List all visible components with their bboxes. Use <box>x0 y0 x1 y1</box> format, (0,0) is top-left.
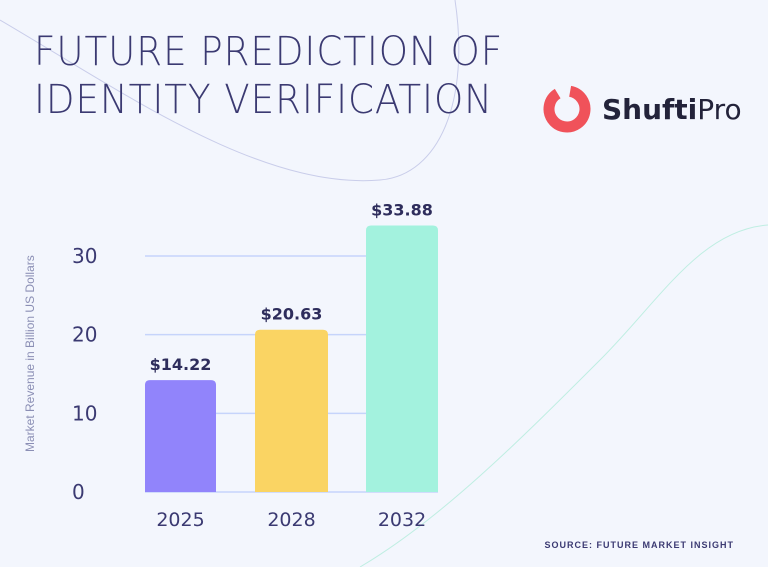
bar-2028 <box>255 329 328 492</box>
data-label: $20.63 <box>261 305 323 324</box>
source-note: SOURCE: FUTURE MARKET INSIGHT <box>544 540 734 550</box>
y-tick-label: 20 <box>72 323 97 347</box>
y-tick-label: 10 <box>72 401 97 425</box>
shufti-pro-logo: ShuftiPro <box>540 82 742 136</box>
page-title: FUTURE PREDICTION OF IDENTITY VERIFICATI… <box>34 28 503 124</box>
data-label: $33.88 <box>371 200 433 219</box>
y-tick-label: 30 <box>72 244 97 268</box>
y-tick-label: 0 <box>72 480 85 504</box>
y-axis-label: Market Revenue in Billion US Dollars <box>23 255 37 452</box>
bar-2025 <box>145 380 216 492</box>
title-line-1: FUTURE PREDICTION OF <box>34 29 504 75</box>
x-tick-label: 2025 <box>156 509 204 531</box>
logo-ring-icon <box>543 85 591 133</box>
title-line-2: IDENTITY VERIFICATION <box>34 77 493 123</box>
data-label: $14.22 <box>150 355 212 374</box>
logo-text: ShuftiPro <box>602 92 742 126</box>
x-tick-label: 2028 <box>267 509 315 531</box>
bar-2032 <box>366 225 438 492</box>
x-tick-label: 2032 <box>378 509 426 531</box>
